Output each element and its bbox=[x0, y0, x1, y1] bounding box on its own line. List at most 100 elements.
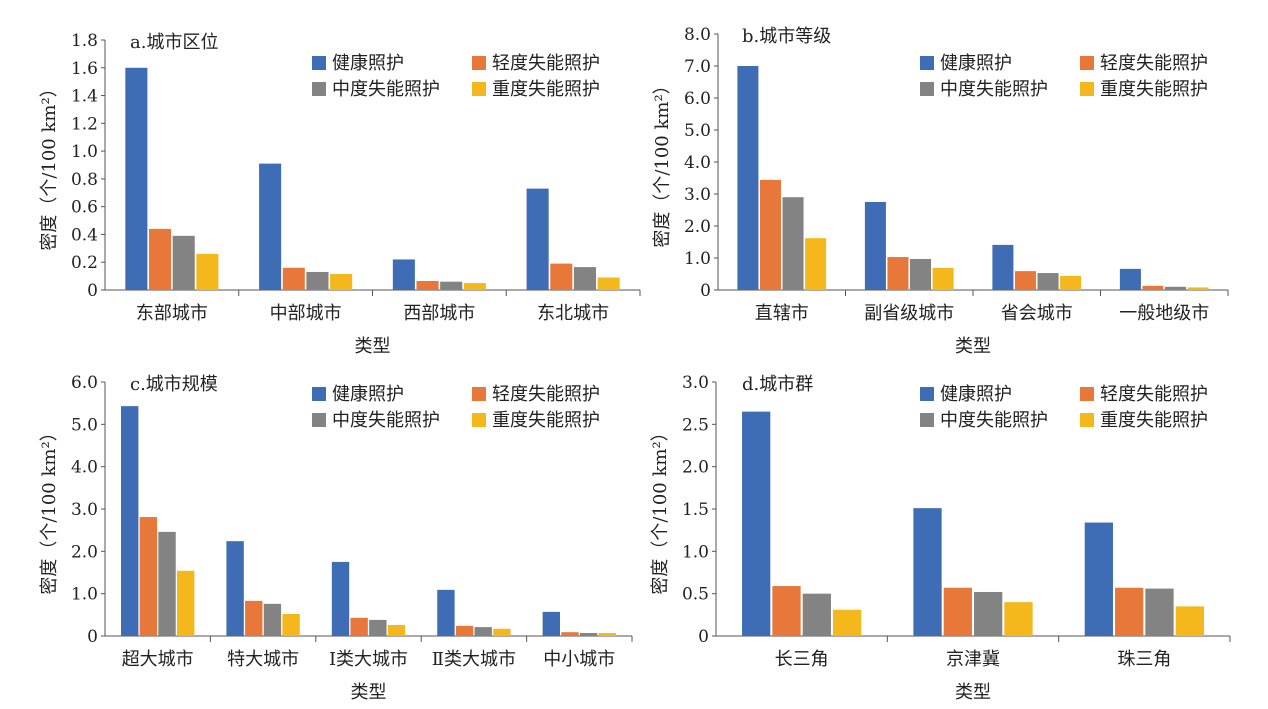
y-tick-label: 0 bbox=[87, 627, 98, 647]
chart-title: d.城市群 bbox=[742, 374, 813, 395]
y-tick-label: 5.0 bbox=[684, 121, 711, 141]
y-tick-label: 2.0 bbox=[684, 217, 711, 237]
x-tick-label: 京津冀 bbox=[946, 649, 1000, 670]
x-tick-label: Ⅱ类大城市 bbox=[432, 649, 516, 670]
y-tick-label: 1.0 bbox=[684, 249, 711, 269]
bar-2 bbox=[139, 517, 158, 636]
bar-4 bbox=[1187, 287, 1209, 290]
y-tick-label: 0.5 bbox=[682, 585, 709, 605]
x-tick-label: 省会城市 bbox=[1001, 303, 1073, 324]
bar-3 bbox=[172, 235, 195, 290]
bar-1 bbox=[331, 561, 350, 636]
bar-1 bbox=[121, 406, 139, 636]
legend-label: 中度失能照护 bbox=[940, 410, 1048, 431]
bar-2 bbox=[550, 263, 573, 290]
x-tick-label: 直辖市 bbox=[755, 303, 809, 324]
y-tick-label: 6.0 bbox=[71, 373, 98, 393]
legend-label: 重度失能照护 bbox=[1100, 79, 1208, 100]
chart-title: b.城市等级 bbox=[742, 26, 831, 47]
x-tick-label: 特大城市 bbox=[227, 649, 299, 670]
bar-4 bbox=[387, 624, 406, 636]
legend-swatch bbox=[920, 387, 934, 401]
bar-1 bbox=[992, 244, 1014, 290]
bar-3 bbox=[782, 197, 804, 290]
bar-2 bbox=[561, 632, 579, 636]
bar-4 bbox=[282, 613, 300, 636]
bar-2 bbox=[1014, 271, 1036, 290]
legend-swatch bbox=[312, 413, 326, 427]
bar-1 bbox=[226, 541, 244, 636]
bar-3 bbox=[158, 531, 176, 636]
chart-panel-4: 0 0.5 1.0 1.5 2.0 2.5 3.0 密度（个/100 km²） d.城市群长三角… bbox=[650, 373, 1231, 703]
legend-swatch bbox=[312, 56, 326, 70]
bar-2 bbox=[759, 179, 781, 290]
bar-1 bbox=[1119, 268, 1141, 290]
bar-1 bbox=[864, 202, 886, 290]
legend-swatch bbox=[1080, 387, 1094, 401]
bar-2 bbox=[887, 257, 909, 290]
bar-3 bbox=[573, 267, 596, 290]
bar-1 bbox=[392, 259, 415, 290]
legend-label: 轻度失能照护 bbox=[1100, 53, 1208, 74]
bar-1 bbox=[542, 611, 561, 636]
x-axis-label: 类型 bbox=[351, 682, 387, 703]
bar-2 bbox=[282, 267, 305, 290]
chart-panel-1: 0 0.2 0.4 0.6 0.8 1.0 1.2 1.4 1.6 1.8 密度（个/100 km²… bbox=[39, 31, 641, 357]
y-tick-label: 1.0 bbox=[71, 585, 98, 605]
y-tick-label: 4.0 bbox=[71, 458, 98, 478]
y-tick-label: 1.0 bbox=[71, 142, 98, 162]
bar-3 bbox=[1145, 588, 1174, 636]
y-tick-label: 0 bbox=[700, 281, 711, 301]
legend-swatch bbox=[920, 82, 934, 96]
y-tick-label: 0.6 bbox=[71, 198, 98, 218]
y-tick-label: 1.0 bbox=[682, 542, 709, 562]
bar-4 bbox=[196, 253, 219, 290]
bar-1 bbox=[913, 508, 942, 636]
x-tick-label: Ⅰ类大城市 bbox=[329, 649, 408, 670]
bar-3 bbox=[440, 281, 463, 290]
y-axis-label: 密度（个/100 km²） bbox=[652, 76, 673, 247]
x-tick-label: 中部城市 bbox=[270, 303, 342, 324]
y-tick-label: 3.0 bbox=[684, 185, 711, 205]
legend-swatch bbox=[920, 413, 934, 427]
y-tick-label: 0.4 bbox=[71, 225, 98, 245]
y-tick-label: 1.2 bbox=[71, 114, 98, 134]
legend-swatch bbox=[472, 82, 486, 96]
y-axis-label: 密度（个/100 km²） bbox=[650, 423, 671, 594]
y-tick-label: 6.0 bbox=[684, 89, 711, 109]
bar-1 bbox=[742, 411, 771, 636]
bar-4 bbox=[1004, 602, 1033, 636]
bar-1 bbox=[737, 66, 759, 290]
bar-2 bbox=[772, 586, 801, 636]
legend-swatch bbox=[920, 56, 934, 70]
y-tick-label: 0 bbox=[698, 627, 709, 647]
bar-4 bbox=[1175, 606, 1204, 636]
bar-2 bbox=[1115, 587, 1144, 636]
legend-swatch bbox=[312, 82, 326, 96]
x-axis-label: 类型 bbox=[955, 682, 991, 703]
y-tick-label: 2.0 bbox=[682, 458, 709, 478]
bar-4 bbox=[932, 267, 954, 290]
legend-label: 重度失能照护 bbox=[492, 79, 600, 100]
y-tick-label: 3.0 bbox=[71, 500, 98, 520]
legend-swatch bbox=[472, 387, 486, 401]
bar-2 bbox=[943, 587, 972, 636]
legend-label: 重度失能照护 bbox=[1100, 410, 1208, 431]
legend-label: 轻度失能照护 bbox=[1100, 384, 1208, 405]
y-tick-label: 1.5 bbox=[682, 500, 709, 520]
y-tick-label: 1.8 bbox=[71, 31, 98, 51]
bar-2 bbox=[416, 280, 439, 290]
bar-4 bbox=[1060, 275, 1082, 290]
bar-1 bbox=[1084, 522, 1113, 636]
bar-4 bbox=[598, 633, 616, 636]
y-tick-label: 3.0 bbox=[682, 373, 709, 393]
x-tick-label: 珠三角 bbox=[1117, 649, 1171, 670]
y-tick-label: 2.5 bbox=[682, 415, 709, 435]
bar-4 bbox=[330, 274, 353, 290]
y-axis-label: 密度（个/100 km²） bbox=[39, 423, 60, 594]
bar-2 bbox=[245, 600, 263, 636]
bar-3 bbox=[1165, 286, 1187, 290]
bar-3 bbox=[802, 593, 831, 636]
legend-swatch bbox=[1080, 413, 1094, 427]
